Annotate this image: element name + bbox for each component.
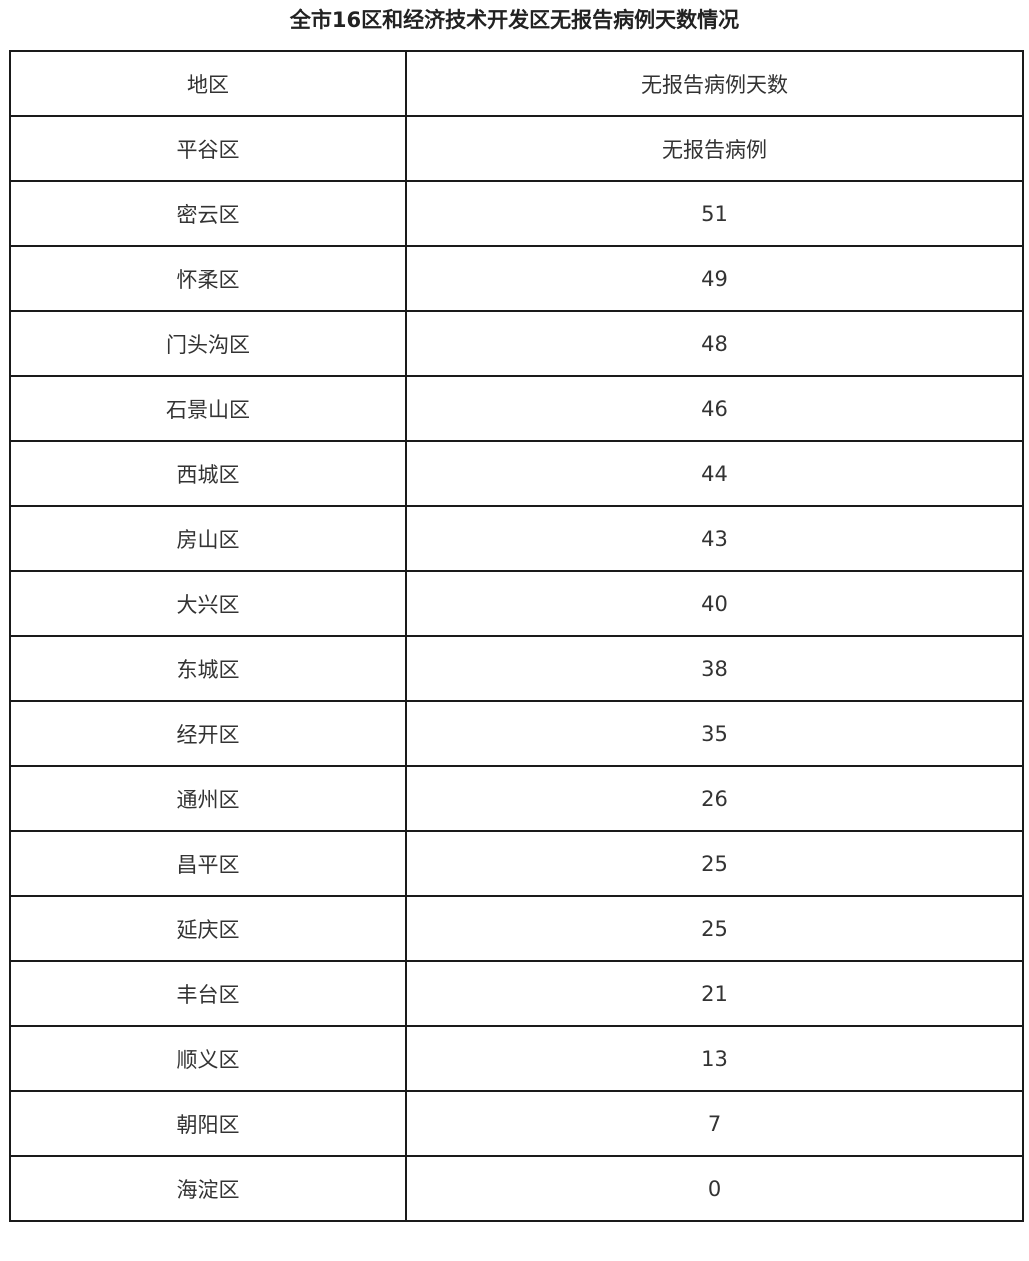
days-cell: 21	[405, 960, 1024, 1027]
district-cell: 密云区	[9, 180, 407, 247]
days-cell: 38	[405, 635, 1024, 702]
table-row: 顺义区 13	[9, 1025, 1024, 1092]
header-days: 无报告病例天数	[405, 50, 1024, 117]
district-cell: 平谷区	[9, 115, 407, 182]
district-cell: 昌平区	[9, 830, 407, 897]
district-cell: 大兴区	[9, 570, 407, 637]
district-cell: 顺义区	[9, 1025, 407, 1092]
table-row: 通州区 26	[9, 765, 1024, 832]
district-cell: 海淀区	[9, 1155, 407, 1222]
table-row: 朝阳区 7	[9, 1090, 1024, 1157]
table-row: 东城区 38	[9, 635, 1024, 702]
district-cell: 房山区	[9, 505, 407, 572]
days-cell: 48	[405, 310, 1024, 377]
table-row: 大兴区 40	[9, 570, 1024, 637]
days-cell: 0	[405, 1155, 1024, 1222]
district-cell: 东城区	[9, 635, 407, 702]
days-cell: 25	[405, 830, 1024, 897]
district-cell: 丰台区	[9, 960, 407, 1027]
days-cell: 35	[405, 700, 1024, 767]
days-cell: 13	[405, 1025, 1024, 1092]
district-cell: 朝阳区	[9, 1090, 407, 1157]
table-row: 石景山区 46	[9, 375, 1024, 442]
days-cell: 46	[405, 375, 1024, 442]
table-row: 丰台区 21	[9, 960, 1024, 1027]
district-table: 地区 无报告病例天数 平谷区 无报告病例 密云区 51 怀柔区 49 门头沟区 48 石景山区 4…	[9, 50, 1024, 1222]
table-row: 西城区 44	[9, 440, 1024, 507]
table-header-row: 地区 无报告病例天数	[9, 50, 1024, 117]
days-cell: 26	[405, 765, 1024, 832]
days-cell: 49	[405, 245, 1024, 312]
table-row: 海淀区 0	[9, 1155, 1024, 1222]
days-cell: 40	[405, 570, 1024, 637]
header-district: 地区	[9, 50, 407, 117]
table-row: 经开区 35	[9, 700, 1024, 767]
days-cell: 无报告病例	[405, 115, 1024, 182]
district-cell: 经开区	[9, 700, 407, 767]
table-row: 昌平区 25	[9, 830, 1024, 897]
days-cell: 51	[405, 180, 1024, 247]
table-row: 门头沟区 48	[9, 310, 1024, 377]
district-cell: 通州区	[9, 765, 407, 832]
table-row: 延庆区 25	[9, 895, 1024, 962]
district-cell: 怀柔区	[9, 245, 407, 312]
table-row: 密云区 51	[9, 180, 1024, 247]
days-cell: 7	[405, 1090, 1024, 1157]
days-cell: 43	[405, 505, 1024, 572]
district-cell: 西城区	[9, 440, 407, 507]
district-cell: 延庆区	[9, 895, 407, 962]
table-row: 怀柔区 49	[9, 245, 1024, 312]
table-row: 房山区 43	[9, 505, 1024, 572]
days-cell: 44	[405, 440, 1024, 507]
district-cell: 石景山区	[9, 375, 407, 442]
district-cell: 门头沟区	[9, 310, 407, 377]
days-cell: 25	[405, 895, 1024, 962]
page-title: 全市16区和经济技术开发区无报告病例天数情况	[289, 8, 740, 32]
table-row: 平谷区 无报告病例	[9, 115, 1024, 182]
